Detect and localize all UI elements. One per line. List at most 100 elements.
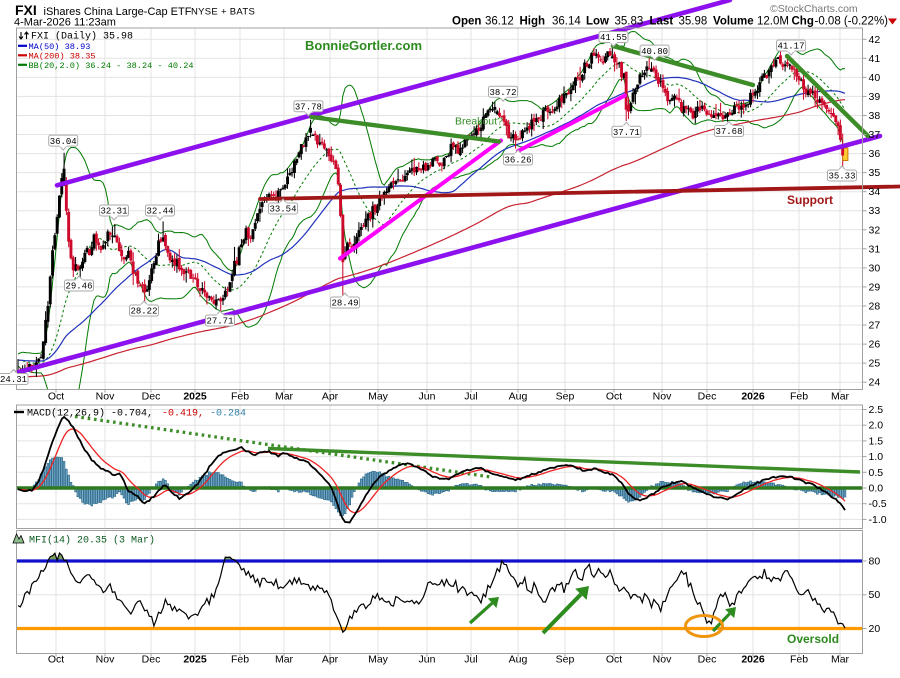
svg-text:50: 50 xyxy=(869,589,881,601)
svg-text:33: 33 xyxy=(869,205,881,217)
svg-text:Oct: Oct xyxy=(48,653,64,665)
svg-text:Feb: Feb xyxy=(790,390,808,402)
svg-text:Mar: Mar xyxy=(831,390,850,402)
svg-text:Feb: Feb xyxy=(231,390,249,402)
svg-text:35.33: 35.33 xyxy=(828,172,855,182)
svg-text:Sep: Sep xyxy=(556,390,575,402)
svg-text:31: 31 xyxy=(869,243,881,255)
svg-text:Aug: Aug xyxy=(509,653,528,665)
svg-text:Oct: Oct xyxy=(48,390,64,402)
svg-text:Jul: Jul xyxy=(464,390,477,402)
svg-text:Open: Open xyxy=(452,16,481,28)
svg-text:29.46: 29.46 xyxy=(65,282,92,292)
svg-text:33.54: 33.54 xyxy=(269,205,296,215)
svg-text:24: 24 xyxy=(869,377,881,389)
svg-text:-0.284: -0.284 xyxy=(210,409,246,420)
svg-text:©StockCharts.com: ©StockCharts.com xyxy=(770,3,858,15)
svg-text:80: 80 xyxy=(869,556,881,568)
svg-text:Support: Support xyxy=(787,193,833,207)
svg-text:Feb: Feb xyxy=(231,653,249,665)
svg-text:32: 32 xyxy=(869,224,881,236)
svg-text:Mar: Mar xyxy=(275,390,294,402)
svg-text:32.44: 32.44 xyxy=(146,207,173,217)
svg-text:38.72: 38.72 xyxy=(489,88,516,98)
svg-text:39: 39 xyxy=(869,91,881,103)
svg-text:30: 30 xyxy=(869,262,881,274)
svg-text:May: May xyxy=(368,653,389,665)
svg-text:37.71: 37.71 xyxy=(613,128,640,138)
svg-text:20: 20 xyxy=(869,623,881,635)
svg-text:May: May xyxy=(368,390,389,402)
svg-text:35.83: 35.83 xyxy=(615,16,644,28)
svg-text:34: 34 xyxy=(869,186,881,198)
svg-text:2026: 2026 xyxy=(741,653,765,665)
svg-text:26: 26 xyxy=(869,339,881,351)
svg-text:41.55: 41.55 xyxy=(600,33,627,43)
svg-text:2.0: 2.0 xyxy=(869,420,884,432)
svg-text:1.5: 1.5 xyxy=(869,435,884,447)
svg-text:FXI: FXI xyxy=(15,2,37,18)
svg-text:37.78: 37.78 xyxy=(295,102,322,112)
svg-text:24.31: 24.31 xyxy=(0,375,27,385)
svg-text:38: 38 xyxy=(869,110,881,122)
svg-text:2025: 2025 xyxy=(183,390,207,402)
svg-text:37.68: 37.68 xyxy=(715,127,742,137)
svg-text:0.5: 0.5 xyxy=(869,467,884,479)
svg-text:BonnieGortler.com: BonnieGortler.com xyxy=(305,38,422,53)
svg-text:Feb: Feb xyxy=(790,653,808,665)
svg-text:Jun: Jun xyxy=(419,653,436,665)
svg-text:41.17: 41.17 xyxy=(777,42,804,52)
svg-text:41: 41 xyxy=(869,53,881,65)
svg-text:28: 28 xyxy=(869,301,881,313)
svg-text:35: 35 xyxy=(869,167,881,179)
svg-text:Chg: Chg xyxy=(792,16,814,28)
svg-text:Last: Last xyxy=(650,16,674,28)
svg-text:MACD(12,26,9) -0.704,: MACD(12,26,9) -0.704, xyxy=(27,408,153,420)
svg-text:-0.5: -0.5 xyxy=(869,498,887,510)
svg-text:High: High xyxy=(520,16,546,28)
svg-text:Nov: Nov xyxy=(96,653,115,665)
svg-text:36.12: 36.12 xyxy=(485,16,514,28)
svg-text:36.26: 36.26 xyxy=(504,156,531,166)
svg-text:MA(50) 38.93: MA(50) 38.93 xyxy=(29,42,91,52)
svg-text:2.5: 2.5 xyxy=(869,404,884,416)
svg-text:0.0: 0.0 xyxy=(869,483,884,495)
svg-text:MFI(14) 20.35 (3 Mar): MFI(14) 20.35 (3 Mar) xyxy=(29,535,155,547)
svg-text:iShares China Large-Cap ETF: iShares China Large-Cap ETF xyxy=(44,6,192,18)
svg-text:Mar: Mar xyxy=(831,653,850,665)
svg-text:29: 29 xyxy=(869,281,881,293)
svg-text:1.0: 1.0 xyxy=(869,451,884,463)
svg-text:Dec: Dec xyxy=(698,390,717,402)
svg-text:36: 36 xyxy=(869,148,881,160)
svg-text:Jun: Jun xyxy=(419,390,436,402)
svg-text:Apr: Apr xyxy=(322,653,339,665)
svg-text:MA(200) 38.35: MA(200) 38.35 xyxy=(29,52,96,62)
svg-text:32.31: 32.31 xyxy=(100,207,127,217)
svg-text:Mar: Mar xyxy=(275,653,294,665)
svg-text:Dec: Dec xyxy=(142,390,161,402)
svg-text:Nov: Nov xyxy=(653,653,672,665)
svg-text:40.80: 40.80 xyxy=(641,47,668,57)
svg-text:36.04: 36.04 xyxy=(50,137,77,147)
svg-text:Breakout?: Breakout? xyxy=(455,116,503,128)
svg-text:Apr: Apr xyxy=(322,390,339,402)
svg-text:Oct: Oct xyxy=(606,653,622,665)
svg-text:12.0M: 12.0M xyxy=(757,16,789,28)
svg-text:BB(20,2.0) 36.24 - 38.24 - 40.: BB(20,2.0) 36.24 - 38.24 - 40.24 xyxy=(29,61,194,71)
svg-text:Volume: Volume xyxy=(713,16,754,28)
svg-text:35.98: 35.98 xyxy=(679,16,708,28)
svg-text:27.71: 27.71 xyxy=(206,317,233,327)
svg-text:FXI (Daily) 35.98: FXI (Daily) 35.98 xyxy=(31,31,133,43)
svg-text:37: 37 xyxy=(869,129,881,141)
svg-text:Oct: Oct xyxy=(606,390,622,402)
svg-text:27: 27 xyxy=(869,320,881,332)
svg-text:Sep: Sep xyxy=(556,653,575,665)
svg-text:Jul: Jul xyxy=(464,653,477,665)
svg-text:28.22: 28.22 xyxy=(130,307,157,317)
svg-text:28.49: 28.49 xyxy=(331,299,358,309)
svg-text:2025: 2025 xyxy=(183,653,207,665)
svg-text:25: 25 xyxy=(869,358,881,370)
svg-text:4-Mar-2026 11:23am: 4-Mar-2026 11:23am xyxy=(14,17,116,29)
svg-text:Low: Low xyxy=(586,16,609,28)
svg-text:Dec: Dec xyxy=(698,653,717,665)
